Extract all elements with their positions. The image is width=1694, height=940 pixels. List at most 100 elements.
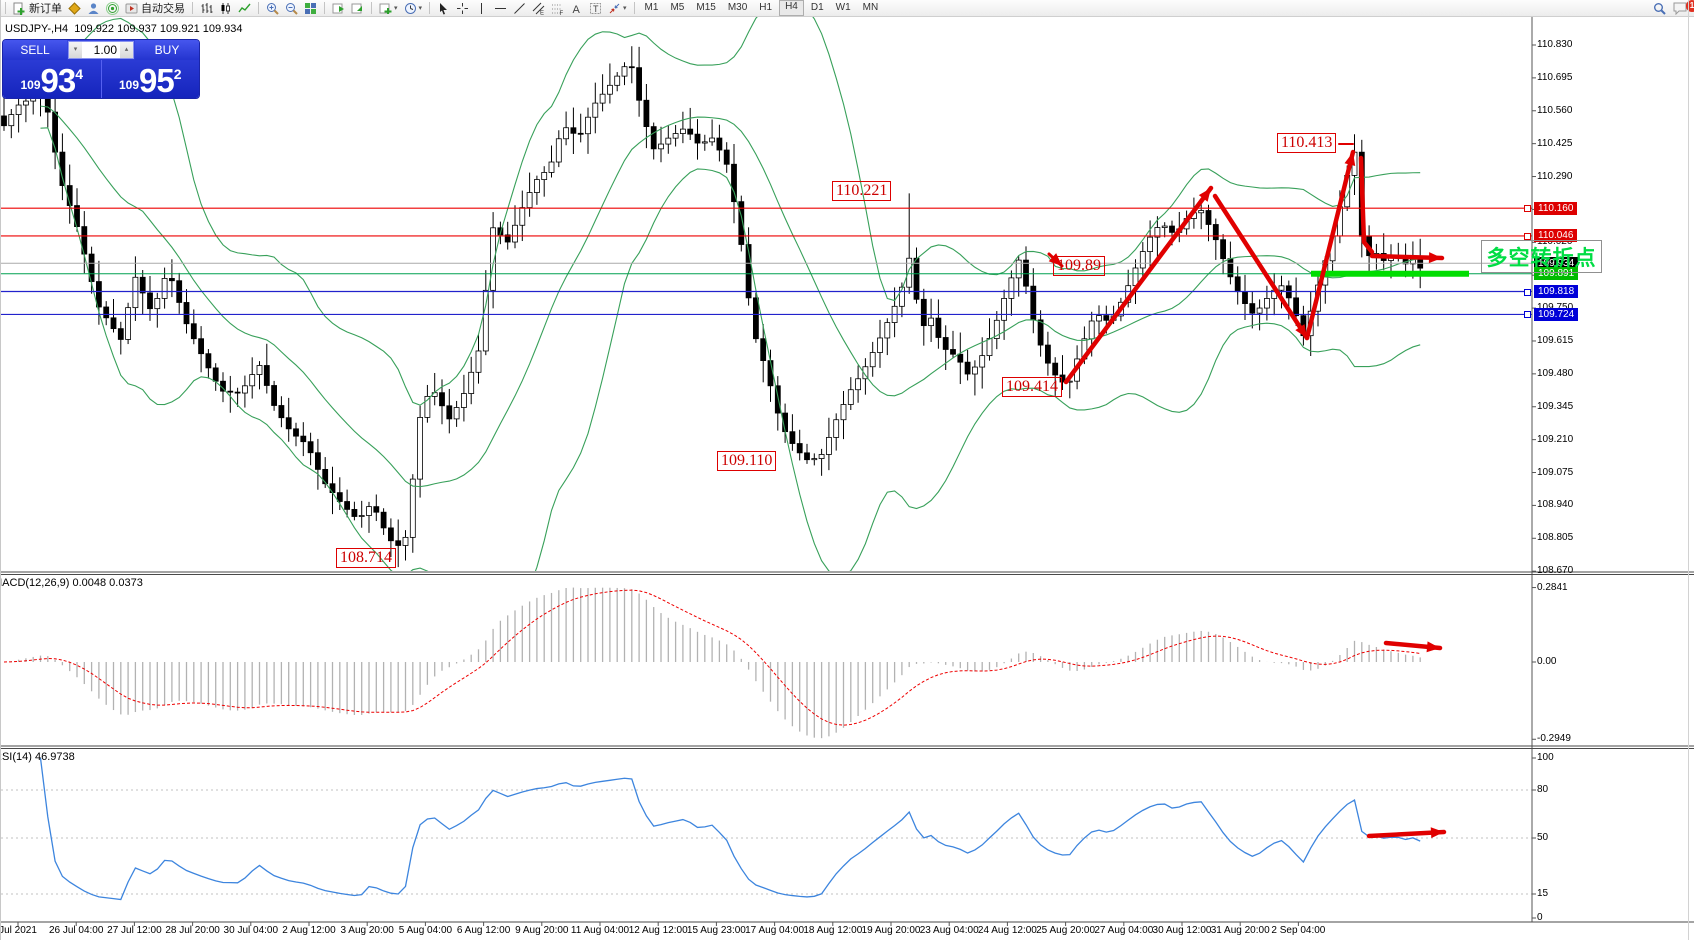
toolbar-group bbox=[197, 0, 254, 16]
price-line-marker[interactable] bbox=[1524, 205, 1531, 213]
bid-pip-digit: 4 bbox=[75, 66, 84, 82]
volume-increase-button[interactable]: ▴ bbox=[120, 42, 133, 58]
fibonacci-tool[interactable]: F bbox=[548, 1, 567, 16]
bid-prefix: 109 bbox=[20, 78, 41, 92]
toolbar-separator bbox=[258, 2, 259, 14]
toolbar-separator bbox=[429, 2, 431, 14]
toolbar-group: E F A T ▾ bbox=[434, 0, 630, 16]
rsi-axis-tick: 0 bbox=[1537, 912, 1543, 923]
macd-indicator-label: MACD(12,26,9) 0.0048 0.0373 bbox=[0, 577, 143, 589]
horizontal-line-tool[interactable] bbox=[491, 1, 510, 16]
dropdown-arrow-icon[interactable]: ▾ bbox=[623, 5, 627, 12]
time-axis-label: 11 Aug 04:00 bbox=[570, 925, 630, 936]
hline-icon bbox=[494, 2, 507, 15]
price-axis-tick: 108.670 bbox=[1537, 565, 1574, 577]
time-axis-label: 26 Jul 04:00 bbox=[48, 925, 104, 936]
price-tag-annotation-109.110[interactable]: 109.110 bbox=[717, 451, 777, 471]
price-line-marker[interactable] bbox=[1524, 311, 1531, 319]
price-line-marker[interactable] bbox=[1524, 288, 1531, 296]
candlestick-chart-button[interactable] bbox=[216, 1, 235, 16]
price-axis-tick: 110.560 bbox=[1537, 104, 1573, 116]
text-label-tool[interactable]: T bbox=[586, 1, 605, 16]
dropdown-arrow-icon[interactable]: ▾ bbox=[418, 5, 423, 12]
bar-chart-button[interactable] bbox=[197, 1, 216, 16]
timeframe-h1-button[interactable]: H1 bbox=[759, 2, 773, 13]
arrows-tool[interactable]: ▾ bbox=[605, 1, 630, 16]
dropdown-arrow-icon[interactable]: ▾ bbox=[394, 5, 398, 12]
zoom-in-button[interactable] bbox=[263, 1, 282, 16]
turning-point-annotation[interactable]: 多空转折点 bbox=[1481, 240, 1602, 273]
linechart-icon bbox=[238, 2, 251, 15]
timeframe-w1-button[interactable]: W1 bbox=[835, 2, 851, 13]
toolbar-group bbox=[329, 0, 367, 16]
price-tag-annotation-109.414[interactable]: 109.414 bbox=[1002, 377, 1062, 397]
time-axis-label: 19 Aug 20:00 bbox=[861, 925, 921, 936]
timeframe-m30-button[interactable]: M30 bbox=[727, 2, 748, 13]
price-tag-annotation-109.89[interactable]: 109.89 bbox=[1053, 256, 1105, 276]
volume-input[interactable]: 1.00 bbox=[93, 43, 117, 57]
time-axis-label: 15 Aug 23:00 bbox=[686, 925, 746, 936]
volume-decrease-button[interactable]: ▾ bbox=[69, 42, 82, 58]
buy-button[interactable]: BUY bbox=[135, 40, 199, 60]
ask-pip-digit: 2 bbox=[173, 66, 182, 82]
ask-price[interactable]: 109 95 2 bbox=[102, 60, 200, 98]
chart-shift-button[interactable] bbox=[348, 1, 367, 16]
signals-button[interactable] bbox=[103, 1, 122, 16]
price-line-label-110.046: 110.046 bbox=[1534, 229, 1578, 243]
svg-text:F: F bbox=[560, 11, 564, 15]
trendline-tool[interactable] bbox=[510, 1, 529, 16]
window-edge bbox=[1688, 0, 1689, 940]
auto-scroll-button[interactable] bbox=[329, 1, 348, 16]
notification-badge: 1 bbox=[1686, 0, 1694, 12]
zoom-out-button[interactable] bbox=[282, 1, 301, 16]
toolbar-group: ▾ ▾ bbox=[376, 0, 425, 16]
sell-button[interactable]: SELL bbox=[3, 40, 67, 60]
line-chart-button[interactable] bbox=[235, 1, 254, 16]
time-axis-label: 25 Aug 20:00 bbox=[1036, 925, 1096, 936]
price-line-marker[interactable] bbox=[1524, 232, 1531, 240]
autotrading-button-label: 自动交易 bbox=[141, 3, 185, 15]
price-axis-tick: 110.830 bbox=[1537, 39, 1573, 50]
cursor-tool[interactable] bbox=[434, 1, 453, 16]
turning-point-text: 多空转折点 bbox=[1486, 246, 1597, 270]
rsi-axis-tick: 15 bbox=[1537, 888, 1549, 899]
autotrading-button[interactable]: 自动交易 bbox=[122, 1, 188, 16]
vertical-line-tool[interactable] bbox=[472, 1, 491, 16]
crosshair-tool[interactable] bbox=[453, 1, 472, 16]
toolbar-separator bbox=[5, 2, 6, 14]
tile-windows-button[interactable] bbox=[301, 1, 320, 16]
market-watch-button[interactable] bbox=[65, 1, 84, 16]
price-tag-annotation-110.413[interactable]: 110.413 bbox=[1277, 133, 1337, 153]
new-order-button[interactable]: 新订单 bbox=[10, 1, 65, 16]
time-axis-label: 30 Aug 12:00 bbox=[1152, 925, 1212, 936]
price-tag-annotation-108.714[interactable]: 108.714 bbox=[336, 548, 396, 568]
price-tag-annotation-110.221[interactable]: 110.221 bbox=[832, 181, 892, 201]
timeframe-h4-button[interactable]: H4 bbox=[779, 0, 804, 16]
toolbar-group: 新订单 自动交易 bbox=[10, 0, 188, 16]
timeframe-m5-button[interactable]: M5 bbox=[670, 2, 685, 13]
price-line-label-109.818: 109.818 bbox=[1534, 285, 1579, 299]
bid-price[interactable]: 109 93 4 bbox=[3, 60, 102, 98]
one-click-trading-panel: SELL ▾ 1.00 ▴ BUY 109 93 4 109 95 2 bbox=[3, 40, 199, 98]
equidistant-channel-tool[interactable]: E bbox=[529, 1, 548, 16]
rsi-axis-tick: 50 bbox=[1537, 832, 1549, 843]
zoom-in-icon bbox=[266, 2, 279, 15]
chart-shift-icon bbox=[351, 2, 364, 15]
toolbar-group bbox=[263, 0, 320, 16]
chat-button[interactable]: 1 bbox=[1669, 0, 1694, 16]
timeframe-d1-button[interactable]: D1 bbox=[810, 2, 824, 13]
bars-icon bbox=[200, 2, 213, 15]
timeframe-m1-button[interactable]: M1 bbox=[644, 2, 659, 13]
timeframe-m15-button[interactable]: M15 bbox=[696, 2, 716, 13]
periods-button[interactable]: ▾ bbox=[401, 1, 426, 16]
timeframe-mn-button[interactable]: MN bbox=[862, 2, 879, 13]
indicators-button[interactable]: ▾ bbox=[376, 1, 401, 16]
arrows-icon bbox=[608, 2, 621, 15]
time-axis-label: 17 Aug 04:00 bbox=[745, 925, 805, 936]
svg-text:A: A bbox=[573, 4, 581, 15]
accounts-button[interactable] bbox=[84, 1, 103, 16]
price-line-label-109.891: 109.891 bbox=[1534, 267, 1579, 281]
text-tool[interactable]: A bbox=[567, 1, 586, 16]
search-button[interactable] bbox=[1650, 1, 1669, 16]
